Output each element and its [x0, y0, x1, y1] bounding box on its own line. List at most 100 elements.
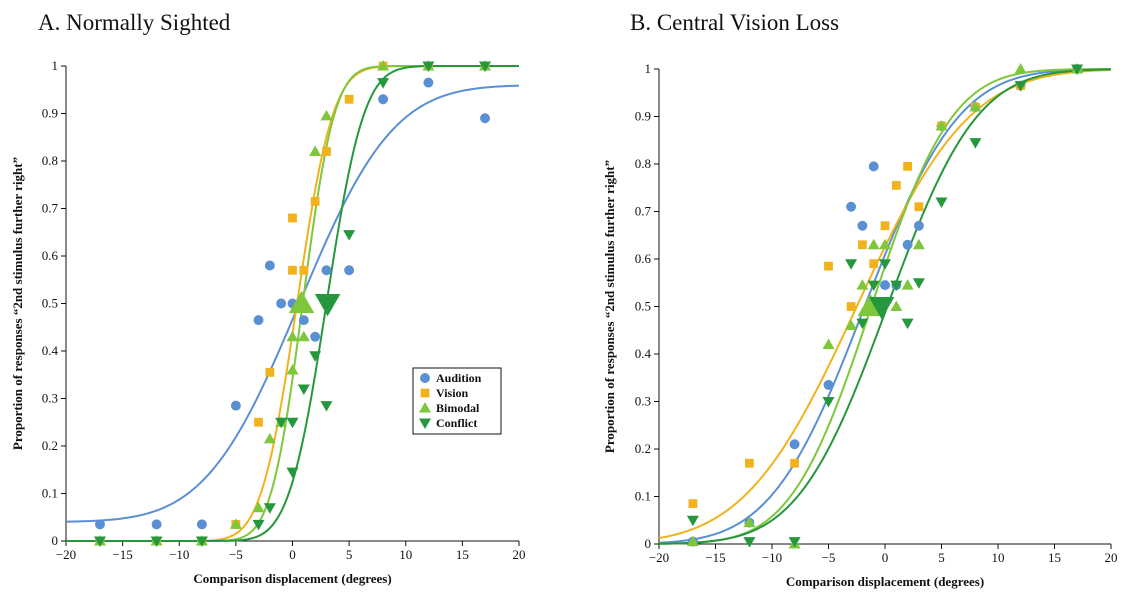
data-point-audition — [321, 265, 332, 276]
data-point-vision — [914, 202, 924, 212]
data-point-conflict — [252, 519, 265, 531]
fit-curve-conflict — [66, 65, 519, 542]
data-point-audition — [230, 400, 241, 411]
y-tick-label: 1 — [52, 58, 59, 73]
data-point-conflict — [275, 417, 288, 429]
y-tick-label: 0.8 — [42, 153, 58, 168]
y-tick-label: 0.5 — [635, 299, 651, 314]
legend-marker-conflict — [419, 418, 431, 429]
x-tick-label: −20 — [649, 550, 669, 565]
x-tick-label: 5 — [938, 550, 945, 565]
pse-marker-conflict — [868, 296, 895, 320]
data-point-conflict — [743, 537, 756, 548]
legend-marker-bimodal — [419, 402, 431, 413]
data-point-conflict — [286, 417, 299, 429]
fit-curve-audition — [65, 84, 520, 523]
x-tick-label: −15 — [705, 550, 725, 565]
x-tick-label: 20 — [513, 547, 526, 562]
data-point-bimodal — [935, 120, 948, 131]
x-tick-label: 0 — [289, 547, 296, 562]
data-point-conflict — [867, 280, 880, 292]
data-point-bimodal — [867, 238, 880, 250]
data-point-conflict — [422, 61, 435, 72]
data-point-conflict — [93, 536, 106, 547]
data-point-vision — [288, 213, 297, 223]
data-point-bimodal — [890, 300, 903, 311]
data-point-vision — [790, 458, 799, 468]
data-point-audition — [480, 113, 490, 124]
data-point-vision — [745, 458, 754, 468]
data-point-audition — [789, 439, 800, 450]
data-point-conflict — [788, 537, 801, 548]
x-tick-label: 10 — [992, 550, 1005, 565]
data-point-audition — [298, 315, 309, 326]
data-point-bimodal — [845, 319, 858, 330]
panel-a-normally-sighted: A. Normally Sighted 0 0.1 0.2 0.3 0.4 0.5 0.6 0.… — [10, 10, 526, 586]
data-point-conflict — [309, 351, 322, 362]
x-axis-label: Comparison displacement (degrees) — [193, 571, 391, 586]
data-point-vision — [322, 147, 331, 156]
x-tick-label: −20 — [56, 547, 76, 562]
x-tick-label: 15 — [456, 547, 469, 562]
x-axis-label: Comparison displacement (degrees) — [786, 574, 984, 589]
data-point-bimodal — [377, 60, 390, 71]
data-point-conflict — [822, 397, 835, 408]
data-point-vision — [903, 161, 912, 171]
x-tick-label: 15 — [1048, 550, 1061, 565]
data-point-bimodal — [912, 238, 925, 250]
x-tick-label: 20 — [1105, 550, 1118, 565]
data-point-vision — [858, 240, 867, 250]
y-tick-label: 0.8 — [635, 156, 651, 171]
x-tick-label: −15 — [112, 547, 132, 562]
legend-label-audition: Audition — [436, 371, 482, 385]
data-point-bimodal — [686, 535, 699, 547]
data-point-conflict — [479, 61, 492, 72]
data-point-conflict — [263, 503, 276, 514]
data-point-bimodal — [856, 279, 869, 290]
data-point-bimodal — [229, 518, 242, 529]
data-point-audition — [378, 94, 389, 105]
data-point-audition — [857, 220, 868, 231]
legend-marker-vision — [420, 388, 430, 398]
x-tick-label: 0 — [882, 550, 889, 565]
data-point-bimodal — [879, 238, 891, 250]
data-point-vision — [265, 367, 275, 377]
y-tick-label: 0.5 — [42, 296, 58, 311]
y-tick-label: 0.9 — [42, 106, 58, 121]
data-point-conflict — [856, 318, 869, 330]
x-tick-label: −10 — [169, 547, 189, 562]
data-point-vision — [299, 265, 309, 275]
y-tick-label: 0 — [52, 533, 59, 548]
data-point-audition — [151, 519, 162, 530]
legend-marker-audition — [420, 373, 430, 383]
data-point-audition — [276, 298, 287, 309]
data-point-vision — [288, 265, 297, 275]
data-point-conflict — [195, 536, 208, 547]
data-point-bimodal — [252, 501, 265, 513]
data-point-audition — [880, 280, 890, 291]
data-point-conflict — [1071, 64, 1084, 75]
panel-b-central-vision-loss: B. Central Vision Loss 0 0.1 0.2 0.3 0.4 0.5 0.… — [602, 10, 1118, 589]
data-point-audition — [310, 331, 321, 342]
data-point-conflict — [901, 318, 914, 330]
x-tick-label: 10 — [399, 547, 412, 562]
data-point-vision — [880, 221, 890, 231]
data-point-bimodal — [297, 330, 310, 342]
x-tick-label: −5 — [229, 547, 243, 562]
data-point-conflict — [297, 384, 310, 395]
data-point-bimodal — [320, 109, 333, 121]
fit-curve-audition — [658, 68, 1112, 544]
data-point-conflict — [377, 78, 390, 89]
y-tick-label: 0.6 — [42, 248, 59, 263]
data-point-bimodal — [286, 364, 299, 375]
data-point-audition — [253, 315, 264, 326]
x-tick-label: −5 — [822, 550, 836, 565]
y-tick-label: 0.3 — [635, 394, 651, 409]
data-point-audition — [196, 519, 207, 530]
data-point-conflict — [890, 280, 903, 292]
data-point-conflict — [286, 467, 299, 479]
data-point-audition — [902, 239, 913, 250]
y-tick-label: 0.3 — [42, 391, 58, 406]
